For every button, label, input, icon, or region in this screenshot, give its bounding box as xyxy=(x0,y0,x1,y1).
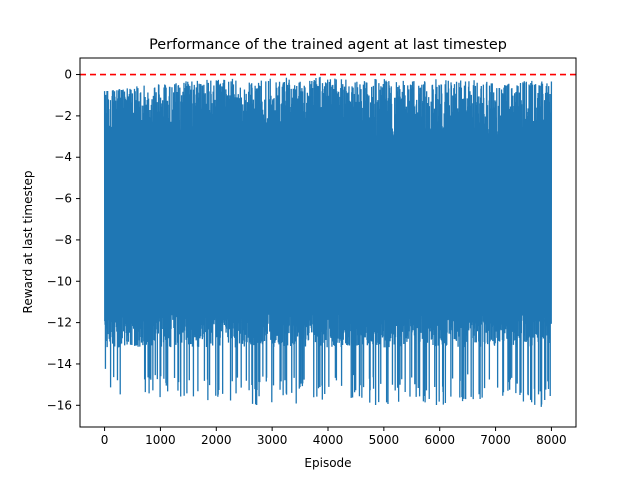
x-tick-label: 0 xyxy=(101,433,109,447)
y-tick-label: −16 xyxy=(47,398,72,412)
series-0 xyxy=(103,76,553,407)
series-line xyxy=(103,76,553,407)
y-axis: 0 −2 −4 −6 −8 −10 −12 −14 −16 xyxy=(47,68,80,412)
x-tick-label: 6000 xyxy=(424,433,455,447)
y-tick-label: −4 xyxy=(54,150,72,164)
y-tick-label: −10 xyxy=(47,274,72,288)
x-tick-label: 4000 xyxy=(313,433,344,447)
y-tick-label: 0 xyxy=(64,68,72,82)
chart-title: Performance of the trained agent at last… xyxy=(149,37,507,53)
x-tick-label: 2000 xyxy=(201,433,232,447)
y-tick-label: −8 xyxy=(54,233,72,247)
x-tick-label: 5000 xyxy=(369,433,400,447)
x-tick-label: 8000 xyxy=(536,433,567,447)
series-layer xyxy=(103,76,553,407)
y-tick-label: −14 xyxy=(47,357,72,371)
y-tick-label: −2 xyxy=(54,109,72,123)
y-tick-label: −12 xyxy=(47,316,72,330)
x-tick-label: 7000 xyxy=(480,433,511,447)
x-axis-label: Episode xyxy=(304,456,351,470)
x-tick-label: 3000 xyxy=(257,433,288,447)
x-axis: 0 1000 2000 3000 4000 5000 6000 7000 8000 xyxy=(101,427,567,447)
y-tick-label: −6 xyxy=(54,192,72,206)
x-tick-label: 1000 xyxy=(145,433,176,447)
y-axis-label: Reward at last timestep xyxy=(21,171,35,314)
